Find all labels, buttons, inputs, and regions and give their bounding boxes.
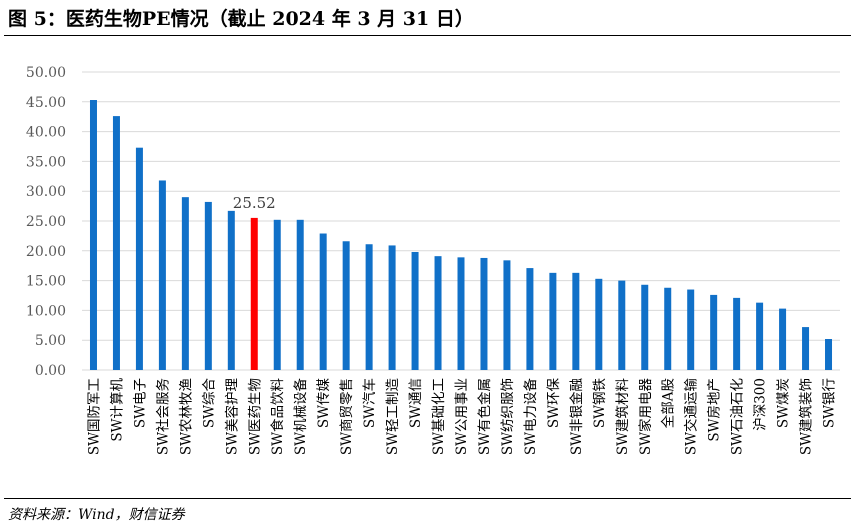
bar [457,257,465,370]
bar [595,278,603,370]
bar [664,287,672,370]
bar [618,280,626,370]
x-tick-label: SW计算机 [109,378,125,442]
x-tick-label: SW传媒 [316,378,332,429]
bar [296,219,304,370]
annotations: 25.52 [233,194,276,212]
x-tick-label: SW通信 [408,378,424,428]
bar [710,294,718,370]
bar [641,284,649,370]
figure-title: 图 5：医药生物PE情况（截止 2024 年 3 月 31 日） [8,8,474,30]
bar [779,308,787,370]
bar [733,297,741,370]
x-tick-label: SW银行 [822,378,838,428]
x-tick-label: SW商贸零售 [339,378,355,455]
y-axis-ticks: 0.00 5.00 10.00 15.00 20.00 25.00 30.00 35.00 40… [26,65,66,379]
top-rule [4,35,851,36]
x-tick-label: SW钢铁 [592,378,608,429]
bars [89,100,833,371]
bar [365,244,373,370]
value-annotation: 25.52 [233,194,276,212]
x-tick-label: 全部A股 [660,378,677,429]
bar [342,241,350,370]
x-tick-label: SW家用电器 [637,378,654,456]
x-tick-label: SW电力设备 [522,378,539,456]
bar [250,217,258,370]
x-tick-label: SW建筑材料 [615,378,631,456]
bar [112,116,120,370]
y-tick-label: 35.00 [26,154,66,170]
x-tick-label: SW纺织服饰 [500,378,516,455]
bar [526,268,534,370]
x-axis-ticks: SW国防军工 SW计算机 SW电子 SW社会服务 SW农林牧渔 SW综合 SW美容护理 SW医… [86,378,837,456]
x-tick-label: SW煤炭 [776,378,792,428]
bar [227,210,235,370]
x-tick-label: SW轻工制造 [385,378,401,456]
x-tick-label: SW电子 [132,378,148,428]
y-tick-label: 0.00 [35,363,66,379]
bar [158,180,166,370]
x-tick-label: SW食品饮料 [269,378,286,456]
x-tick-label: SW汽车 [361,378,378,428]
y-tick-label: 10.00 [26,303,66,319]
bar [503,260,511,370]
bar [181,197,189,370]
x-tick-label: SW房地产 [707,378,723,442]
x-tick-label: SW建筑装饰 [799,378,815,455]
x-tick-label: SW环保 [546,378,562,429]
bar [802,327,810,370]
bottom-rule [4,498,851,499]
bar [825,339,833,370]
y-tick-label: 5.00 [35,333,66,349]
x-tick-label: SW交通运输 [683,378,700,456]
x-tick-label: SW国防军工 [86,378,102,455]
x-tick-label: SW农林牧渔 [178,378,194,455]
x-tick-label: SW机械设备 [292,378,309,456]
bar [388,245,396,370]
x-tick-label: SW有色金属 [476,378,493,455]
x-tick-label: SW石油石化 [730,378,746,455]
bar [434,256,442,370]
y-tick-label: 45.00 [26,95,66,111]
y-tick-label: 40.00 [26,125,66,141]
bar [319,233,327,370]
y-tick-label: 50.00 [26,65,66,81]
bar [572,272,580,370]
bar [756,302,764,370]
x-tick-label: 沪深300 [753,378,769,431]
pe-bar-chart: 0.00 5.00 10.00 15.00 20.00 25.00 30.00 35.00 40… [26,65,840,456]
x-tick-label: SW美容护理 [223,378,240,456]
bar [204,201,212,370]
bar [687,289,695,370]
x-tick-label: SW公用事业 [454,378,470,455]
x-tick-label: SW非银金融 [569,378,585,456]
bar [135,147,143,370]
y-tick-label: 25.00 [26,214,66,230]
y-tick-label: 20.00 [26,244,66,260]
source-note: 资料来源：Wind，财信证券 [8,507,185,523]
bar [480,257,488,370]
x-tick-label: SW社会服务 [155,378,171,455]
y-tick-label: 15.00 [26,274,66,290]
bar [89,100,97,371]
y-tick-label: 30.00 [26,184,66,200]
bar [273,219,281,370]
x-tick-label: SW基础化工 [430,378,447,455]
bar [549,272,557,370]
x-tick-label: SW医药生物 [247,378,263,455]
x-tick-label: SW综合 [201,378,217,429]
bar [411,251,419,370]
